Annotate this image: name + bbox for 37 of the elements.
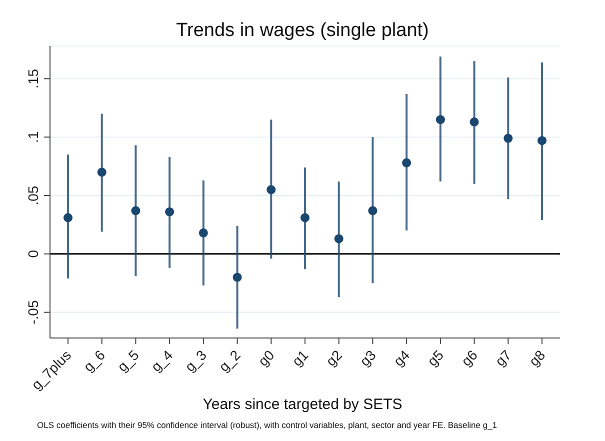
x-axis-title: Years since targeted by SETS bbox=[202, 396, 404, 413]
y-tick-label: .1 bbox=[25, 131, 41, 143]
point bbox=[436, 115, 445, 124]
x-tick-label: g5 bbox=[424, 346, 447, 370]
y-tick-label: 0 bbox=[25, 250, 41, 258]
point bbox=[165, 207, 174, 216]
x-tick-label: g8 bbox=[526, 346, 548, 370]
y-tick-label: .15 bbox=[25, 68, 41, 88]
y-tick-label: .05 bbox=[25, 186, 41, 206]
x-tick-label: g6 bbox=[458, 346, 481, 370]
point bbox=[131, 206, 140, 216]
chart-title: Trends in wages (single plant) bbox=[175, 20, 430, 42]
point bbox=[266, 185, 276, 194]
x-tick-label: g1 bbox=[288, 346, 312, 370]
point bbox=[402, 158, 412, 168]
x-tick-label: g4 bbox=[390, 346, 413, 370]
x-tick-label: g_6 bbox=[80, 346, 108, 375]
point bbox=[368, 206, 378, 216]
x-tick-label: g2 bbox=[322, 346, 346, 370]
point bbox=[300, 213, 310, 222]
point bbox=[97, 168, 106, 177]
point bbox=[334, 234, 344, 244]
x-tick-label: g_3 bbox=[182, 346, 210, 375]
x-tick-label: g_5 bbox=[114, 346, 142, 375]
y-tick-label: -.05 bbox=[25, 300, 41, 324]
x-tick-label: g_2 bbox=[216, 346, 244, 375]
x-tick-label: g_4 bbox=[148, 346, 176, 375]
x-tick-label: g3 bbox=[356, 346, 379, 370]
point bbox=[198, 228, 208, 238]
point bbox=[63, 213, 73, 222]
x-tick-label: g0 bbox=[254, 346, 278, 370]
point bbox=[232, 272, 242, 282]
text: OLS coefficients with their 95% confidence interval (robust), with control variables, plant, sector and year FE. Baseline g_1 bbox=[37, 420, 498, 430]
point bbox=[504, 134, 513, 143]
point bbox=[470, 117, 479, 126]
x-tick-label: g7 bbox=[492, 346, 514, 370]
point bbox=[537, 136, 547, 146]
